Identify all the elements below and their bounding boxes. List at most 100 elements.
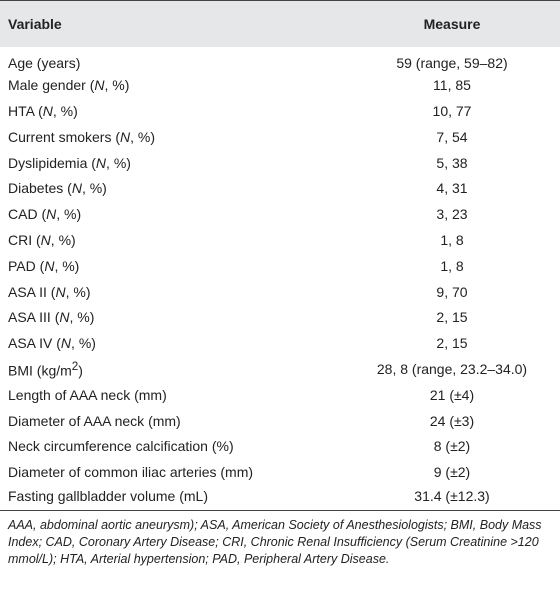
label-text: , %) [52, 102, 78, 119]
measure-cell: 2, 15 [436, 335, 468, 352]
variable-cell: CAD (N, %) [0, 201, 344, 227]
measure-cell: 28, 8 (range, 23.2–34.0) [376, 360, 528, 377]
variable-cell: Age (years) [0, 47, 344, 73]
label-text: , %) [69, 309, 95, 326]
table-row: PAD (N, %) 1, 8 [0, 253, 560, 279]
label-italic: N [40, 231, 51, 248]
label-text: , %) [56, 206, 82, 223]
measure-cell: 11, 85 [433, 77, 471, 94]
table-row: Fasting gallbladder volume (mL) 31.4 (±12… [0, 485, 560, 512]
label-text: Male gender ( [8, 77, 95, 94]
label-text: ASA IV ( [8, 335, 61, 352]
label-text: Diameter of common iliac arteries (mm) [8, 464, 254, 481]
header-cell: Measure [344, 0, 560, 47]
measure-cell: 10, 77 [432, 102, 472, 119]
table-row: CRI (N, %) 1, 8 [0, 227, 560, 253]
variable-cell: Current smokers (N, %) [0, 124, 344, 150]
label-text: , %) [106, 154, 131, 171]
label-text: HTA ( [8, 102, 43, 119]
label-text: , %) [65, 283, 91, 300]
measure-cell: 7, 54 [436, 128, 468, 145]
measure-cell: 31.4 (±12.3) [344, 485, 560, 512]
label-text: Dyslipidemia ( [8, 154, 96, 171]
header-row: Variable Measure [0, 0, 560, 47]
label-text: Age (years) [8, 55, 81, 72]
label-text: CAD ( [8, 206, 47, 223]
label-text: , %) [81, 180, 107, 197]
label-text: , %) [54, 257, 80, 274]
measure-cell: 5, 38 [436, 154, 468, 171]
variable-cell: ASA II (N, %) [0, 279, 344, 305]
variable-cell: Dyslipidemia (N, %) [0, 150, 344, 176]
table-row: Neck circumference calcification (%) 8 (±… [0, 433, 560, 459]
header-cell: Variable [0, 0, 344, 47]
label-italic: N [42, 102, 53, 119]
variable-cell: CRI (N, %) [0, 227, 344, 253]
label-text: Diameter of AAA neck (mm) [8, 412, 181, 429]
label-text: , %) [71, 335, 96, 352]
table-row: Diameter of AAA neck (mm) 24 (±3) [0, 408, 560, 434]
label-italic: N [120, 128, 131, 145]
measure-cell: 9, 70 [436, 283, 468, 300]
label-italic: N [46, 206, 57, 223]
variable-cell: ASA III (N, %) [0, 304, 344, 330]
label-text: BMI (kg/m [8, 362, 72, 379]
table-row: Age (years) 59 (range, 59–82) [0, 47, 560, 73]
label-text: ASA III ( [8, 309, 60, 326]
measure-cell: 1, 8 [440, 231, 464, 248]
variable-cell: Diabetes (N, %) [0, 175, 344, 201]
table-row: Diameter of common iliac arteries (mm) 9 … [0, 459, 560, 485]
label-text: , %) [130, 128, 156, 145]
measure-cell: 2, 15 [436, 309, 468, 326]
table-row: BMI (kg/m2) 28, 8 (range, 23.2–34.0) [0, 356, 560, 382]
label-text: ASA II ( [8, 283, 56, 300]
table-body: Age (years) 59 (range, 59–82) Male gender … [0, 47, 560, 512]
measure-cell: 21 (±4) [429, 386, 475, 403]
table-row: Length of AAA neck (mm) 21 (±4) [0, 382, 560, 408]
table-row: CAD (N, %) 3, 23 [0, 201, 560, 227]
measure-cell: 8 (±2) [433, 438, 471, 455]
label-italic: N [71, 180, 82, 197]
label-text: ) [78, 362, 83, 379]
variable-cell: Diameter of AAA neck (mm) [0, 408, 344, 434]
label-italic: N [59, 309, 70, 326]
label-italic: N [55, 283, 66, 300]
label-text: Fasting gallbladder volume (mL) [8, 487, 208, 504]
table-row: Current smokers (N, %) 7, 54 [0, 124, 560, 150]
footnote: AAA, abdominal aortic aneurysm); ASA, Am… [8, 518, 542, 567]
table-row: Diabetes (N, %) 4, 31 [0, 175, 560, 201]
label-italic: N [94, 77, 105, 94]
variable-cell: HTA (N, %) [0, 98, 344, 124]
table-row: ASA IV (N, %) 2, 15 [0, 330, 560, 356]
label-text: , %) [104, 77, 130, 94]
variable-cell: ASA IV (N, %) [0, 330, 344, 356]
measure-cell: 24 (±3) [429, 412, 475, 429]
variable-cell: PAD (N, %) [0, 253, 344, 279]
measure-cell: 4, 31 [436, 180, 468, 197]
variable-cell: Neck circumference calcification (%) [0, 433, 344, 459]
label-text: Diabetes ( [8, 180, 72, 197]
measure-cell: 59 (range, 59–82) [396, 55, 508, 72]
label-text: Neck circumference calcification (%) [8, 438, 234, 455]
variable-cell: Length of AAA neck (mm) [0, 382, 344, 408]
table-row: Dyslipidemia (N, %) 5, 38 [0, 150, 560, 176]
label-text: Length of AAA neck (mm) [8, 386, 167, 403]
label-text: , %) [50, 231, 76, 248]
variable-cell: Diameter of common iliac arteries (mm) [0, 459, 344, 485]
measure-cell: 3, 23 [436, 206, 468, 223]
table-row: ASA III (N, %) 2, 15 [0, 304, 560, 330]
variable-cell: BMI (kg/m2) [0, 356, 344, 382]
table-row: ASA II (N, %) 9, 70 [0, 279, 560, 305]
label-italic: N [60, 335, 72, 352]
table-row: Male gender (N, %) 11, 85 [0, 72, 560, 98]
variable-cell: Fasting gallbladder volume (mL) [0, 485, 344, 512]
label-text: PAD ( [8, 257, 45, 274]
measure-cell: 1, 8 [440, 257, 464, 274]
label-superscript: 2 [71, 359, 79, 373]
label-italic: N [44, 257, 55, 274]
label-text: Current smokers ( [8, 128, 121, 145]
label-italic: N [95, 154, 107, 171]
table-row: HTA (N, %) 10, 77 [0, 98, 560, 124]
data-table: Variable Measure Age (years) 59 (range, 5… [0, 0, 560, 512]
